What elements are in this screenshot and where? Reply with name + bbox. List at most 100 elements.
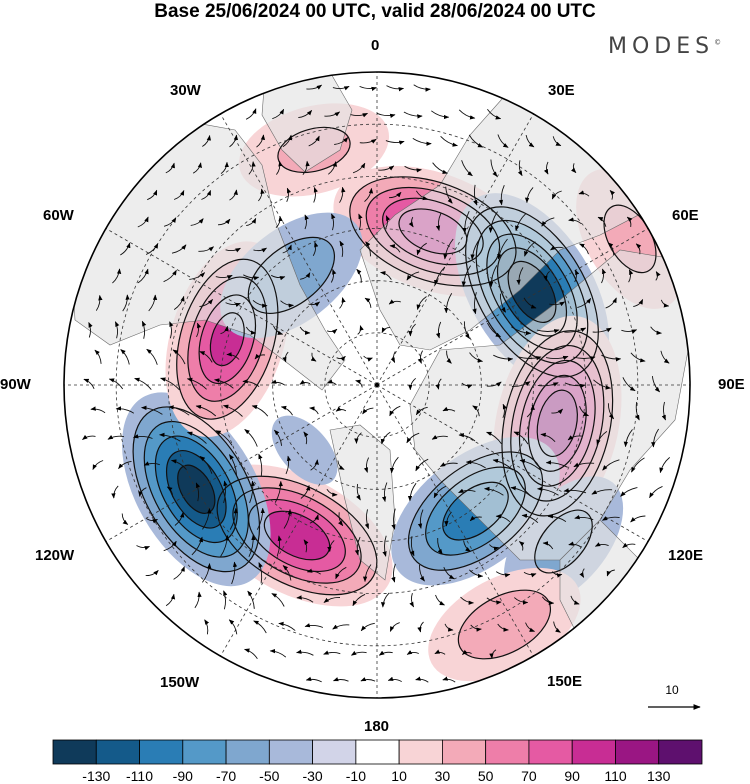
lon-label-120e: 120E: [668, 547, 704, 564]
colorbar-swatch: [355, 739, 400, 765]
wind-vector: [511, 381, 531, 387]
wind-vector: [121, 513, 129, 525]
wind-vector: [350, 112, 368, 118]
wind-vector: [168, 405, 190, 416]
wind-vector: [489, 649, 497, 659]
wind-vector: [434, 649, 446, 655]
wind-vector: [524, 241, 536, 257]
wind-vector: [650, 326, 662, 335]
anomaly-contour: [349, 176, 517, 287]
wind-vector: [606, 569, 615, 577]
wind-vector: [417, 350, 423, 364]
colorbar-swatch: [312, 739, 357, 765]
wind-vector: [431, 110, 450, 120]
wind-vector: [525, 622, 536, 632]
wind-vector: [408, 323, 416, 337]
wind-vector: [305, 676, 322, 683]
wind-vector: [487, 109, 502, 120]
wind-vector: [330, 268, 337, 283]
wind-vector: [596, 431, 608, 446]
wind-vector: [245, 108, 257, 120]
wind-vector: [390, 351, 396, 363]
wind-vector: [525, 135, 535, 148]
wind-vector: [568, 217, 582, 225]
wind-vector: [415, 458, 429, 472]
wind-vector: [470, 624, 482, 632]
wind-vector: [283, 508, 293, 529]
wind-vector: [269, 648, 287, 658]
wind-vector: [545, 460, 568, 468]
wind-vector: [243, 274, 260, 281]
wind-vector: [469, 352, 484, 363]
wind-vector: [388, 191, 402, 199]
wind-vector: [463, 321, 470, 340]
wind-vector: [332, 624, 350, 630]
wind-vector: [419, 564, 425, 582]
wind-vector: [326, 328, 338, 335]
wind-vector: [253, 247, 267, 253]
wind-vector: [95, 294, 103, 311]
colorbar-tick-label: 10: [391, 768, 407, 784]
colorbar-tick-label: -130: [82, 768, 111, 784]
wind-vector: [564, 382, 586, 389]
wind-vector: [406, 650, 419, 655]
wind-vector: [387, 676, 402, 682]
wind-vector: [389, 244, 401, 253]
wind-vector: [115, 406, 135, 414]
latitude-circle: [167, 175, 587, 595]
wind-vector: [488, 211, 498, 233]
wind-vector: [94, 349, 102, 364]
wind-vector: [282, 244, 292, 254]
wind-vector: [272, 108, 285, 120]
greenland-landmass: [261, 72, 353, 173]
wind-vector: [470, 238, 481, 260]
wind-vector: [202, 563, 212, 583]
wind-vector: [248, 161, 256, 175]
wind-vector: [137, 268, 149, 284]
colorbar-tick-label: -30: [302, 768, 323, 784]
wind-vector: [660, 350, 670, 364]
wind-vector: [174, 511, 185, 526]
wind-vector: [308, 135, 320, 147]
wind-vector: [391, 563, 396, 583]
wind-vector: [551, 190, 562, 200]
wind-vector: [626, 216, 633, 227]
wind-vector: [446, 350, 452, 364]
wind-vector: [649, 485, 663, 499]
colorbar-swatch: [139, 739, 184, 765]
colorbar-swatch: [182, 739, 227, 765]
wind-vector: [296, 649, 314, 656]
wind-vector: [169, 321, 174, 339]
wind-vector: [545, 355, 569, 360]
wind-vector: [225, 302, 241, 308]
wind-vector: [112, 268, 122, 284]
wind-vector: [486, 597, 502, 605]
north-pole-dot: [374, 382, 380, 388]
lon-label-150w: 150W: [160, 674, 200, 691]
wind-vector: [274, 429, 283, 446]
wind-vector: [220, 325, 229, 335]
wind-vector: [362, 407, 374, 415]
wind-vector: [282, 351, 289, 363]
wind-vector: [332, 85, 350, 91]
wind-vector: [378, 650, 393, 656]
wind-vector: [623, 429, 633, 448]
wind-vector: [536, 486, 559, 496]
anomaly-contour: [442, 481, 509, 541]
wind-vector: [220, 161, 229, 175]
lon-label-60w: 60W: [43, 207, 74, 224]
wind-vector: [270, 274, 286, 281]
wind-vector: [412, 138, 432, 146]
wind-vector: [355, 379, 363, 388]
wind-vector: [635, 401, 640, 421]
wind-vector: [146, 348, 158, 365]
wind-vector: [356, 483, 361, 501]
wind-vector: [328, 161, 338, 175]
wind-vector: [204, 619, 210, 635]
wind-vector: [282, 565, 292, 581]
wind-vector: [170, 459, 187, 470]
meridian-line: [376, 228, 649, 386]
wind-vector: [278, 621, 296, 631]
wind-vector: [578, 190, 590, 197]
wind-vector: [324, 111, 341, 117]
